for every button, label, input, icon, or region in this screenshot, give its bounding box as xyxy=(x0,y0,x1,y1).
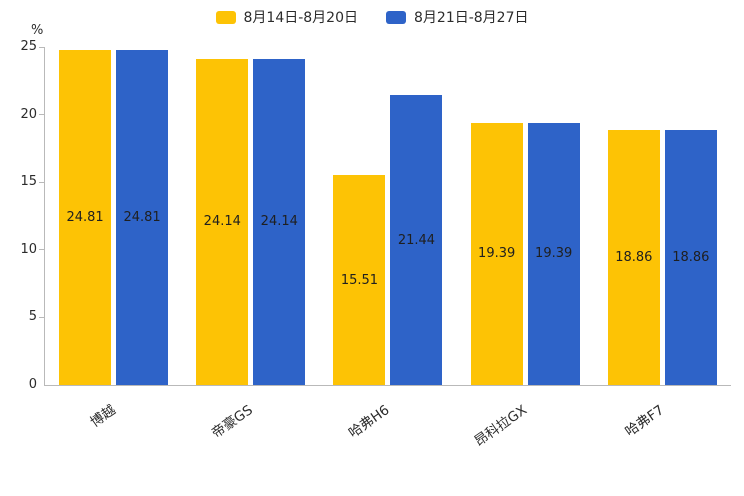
bar-value-label: 24.81 xyxy=(123,209,161,225)
y-tick-mark xyxy=(39,316,45,318)
bar-哈弗F7-series-1: 18.86 xyxy=(607,130,660,385)
bar-group-帝豪GS: 24.14 24.14 xyxy=(196,47,306,385)
x-axis-label-博越: 博越 xyxy=(87,402,119,431)
legend: 8月14日-8月20日 8月21日-8月27日 xyxy=(0,7,744,27)
legend-label: 8月21日-8月27日 xyxy=(414,10,529,26)
bar-value-label: 15.51 xyxy=(340,272,379,288)
legend-label: 8月14日-8月20日 xyxy=(243,10,359,26)
x-axis-label-哈弗H6: 哈弗H6 xyxy=(346,402,393,442)
x-axis-label-哈弗F7: 哈弗F7 xyxy=(622,402,668,441)
bar-value-label: 24.81 xyxy=(66,209,104,225)
x-axis-label-昂科拉GX: 昂科拉GX xyxy=(471,402,530,450)
x-axis-label-帝豪GS: 帝豪GS xyxy=(208,402,256,442)
bar-value-label: 19.39 xyxy=(478,246,516,262)
bar-哈弗F7-series-2: 18.86 xyxy=(664,130,717,385)
bar-哈弗H6-series-2: 21.44 xyxy=(390,95,443,385)
bar-value-label: 18.86 xyxy=(615,250,653,265)
y-tick-label: 15 xyxy=(20,174,37,190)
y-tick-label: 20 xyxy=(20,106,37,122)
legend-swatch-icon xyxy=(215,10,236,24)
bar-value-label: 21.44 xyxy=(397,232,436,248)
bar-帝豪GS-series-1: 24.14 xyxy=(196,58,249,385)
legend-swatch-icon xyxy=(386,10,406,24)
bar-value-label: 18.86 xyxy=(672,250,710,265)
bar-group-博越: 24.81 24.81 xyxy=(59,47,169,385)
bar-昂科拉GX-series-1: 19.39 xyxy=(470,122,523,385)
bar-博越-series-2: 24.81 xyxy=(116,49,169,385)
bar-value-label: 19.39 xyxy=(535,246,573,262)
bar-value-label: 24.14 xyxy=(203,214,241,230)
y-tick-label: 5 xyxy=(28,309,37,325)
bar-帝豪GS-series-2: 24.14 xyxy=(253,58,306,385)
y-tick-mark xyxy=(39,249,45,251)
y-tick-label: 10 xyxy=(20,241,37,257)
bar-博越-series-1: 24.81 xyxy=(59,49,112,385)
y-tick-label: 25 xyxy=(20,39,37,54)
x-axis-labels: 博越 帝豪GS 哈弗H6 昂科拉GX 哈弗F7 xyxy=(44,389,730,459)
bar-group-哈弗H6: 15.51 21.44 xyxy=(333,47,443,385)
y-tick-mark xyxy=(39,181,45,183)
y-axis-unit-label: % xyxy=(31,23,44,38)
y-tick-mark xyxy=(39,46,45,48)
plot-area: 0 5 10 15 20 25 24.81 24.81 24.14 24.14 15.51 21.44… xyxy=(20,39,731,392)
bar-哈弗H6-series-1: 15.51 xyxy=(333,175,386,385)
legend-item-1[interactable]: 8月14日-8月20日 xyxy=(215,7,359,27)
bar-value-label: 24.14 xyxy=(260,214,298,230)
legend-item-2[interactable]: 8月21日-8月27日 xyxy=(386,7,529,27)
bar-昂科拉GX-series-2: 19.39 xyxy=(527,122,580,385)
bar-group-哈弗F7: 18.86 18.86 xyxy=(607,47,717,385)
bar-group-昂科拉GX: 19.39 19.39 xyxy=(470,47,580,385)
y-tick-mark xyxy=(39,114,45,116)
y-tick-label: 0 xyxy=(28,377,37,392)
